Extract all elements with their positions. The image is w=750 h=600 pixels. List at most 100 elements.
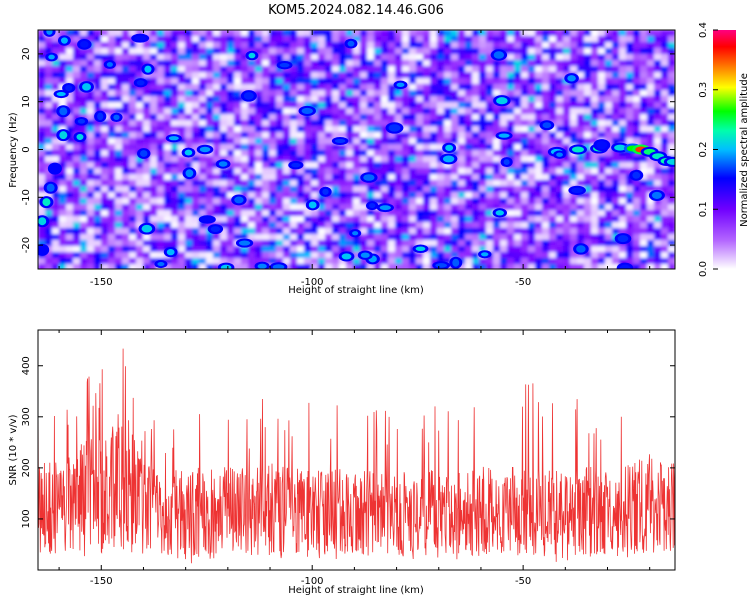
heatmap-cell <box>472 120 480 127</box>
heatmap-cell <box>304 186 312 193</box>
heatmap-cell <box>255 180 263 187</box>
heatmap-cell <box>45 150 53 157</box>
heatmap-cell <box>381 54 389 61</box>
heatmap-cell <box>290 96 298 103</box>
heatmap-cell <box>171 156 179 163</box>
heatmap-cell <box>206 96 214 103</box>
heatmap-cell <box>297 150 305 157</box>
heatmap-cell <box>332 114 340 121</box>
heatmap-cell <box>640 258 648 265</box>
heatmap-cell <box>290 180 298 187</box>
heatmap-cell <box>353 180 361 187</box>
heatmap-cell <box>94 144 102 151</box>
heatmap-cell <box>171 240 179 247</box>
heatmap-cell <box>283 120 291 127</box>
heatmap-cell <box>507 204 515 211</box>
heatmap-cell <box>206 102 214 109</box>
heatmap-cell <box>269 72 277 79</box>
heatmap-cell <box>556 60 564 67</box>
heatmap-feature <box>257 263 267 269</box>
heatmap-cell <box>227 168 235 175</box>
heatmap-cell <box>164 114 172 121</box>
heatmap-cell <box>556 198 564 205</box>
heatmap-cell <box>290 150 298 157</box>
heatmap-cell <box>283 162 291 169</box>
heatmap-cell <box>507 264 515 269</box>
heatmap-cell <box>52 108 60 115</box>
heatmap-cell <box>220 192 228 199</box>
heatmap-cell <box>213 126 221 133</box>
heatmap-cell <box>549 240 557 247</box>
heatmap-cell <box>486 156 494 163</box>
heatmap-cell <box>416 222 424 229</box>
heatmap-cell <box>213 120 221 127</box>
heatmap-cell <box>654 180 662 187</box>
heatmap-cell <box>276 102 284 109</box>
heatmap-cell <box>213 78 221 85</box>
heatmap-cell <box>458 210 466 217</box>
heatmap-cell <box>206 192 214 199</box>
heatmap-cell <box>129 162 137 169</box>
heatmap-cell <box>437 120 445 127</box>
heatmap-cell <box>493 162 501 169</box>
heatmap-cell <box>500 222 508 229</box>
heatmap-cell <box>269 150 277 157</box>
heatmap-cell <box>409 36 417 43</box>
heatmap-cell <box>374 222 382 229</box>
heatmap-cell <box>584 264 592 269</box>
heatmap-cell <box>535 258 543 265</box>
heatmap-cell <box>528 102 536 109</box>
heatmap-cell <box>122 168 130 175</box>
heatmap-cell <box>507 150 515 157</box>
heatmap-cell <box>283 168 291 175</box>
heatmap-cell <box>668 36 675 43</box>
heatmap-cell <box>283 96 291 103</box>
heatmap-cell <box>451 48 459 55</box>
heatmap-feature <box>341 253 352 260</box>
heatmap-cell <box>591 90 599 97</box>
heatmap-cell <box>430 90 438 97</box>
heatmap-cell <box>192 72 200 79</box>
heatmap-cell <box>192 30 200 37</box>
heatmap-cell <box>87 156 95 163</box>
heatmap-cell <box>563 120 571 127</box>
heatmap-cell <box>535 66 543 73</box>
heatmap-cell <box>311 48 319 55</box>
heatmap-cell <box>129 150 137 157</box>
heatmap-cell <box>479 114 487 121</box>
heatmap-cell <box>395 246 403 253</box>
heatmap-cell <box>339 132 347 139</box>
heatmap-cell <box>612 78 620 85</box>
heatmap-cell <box>486 30 494 37</box>
heatmap-cell <box>199 264 207 269</box>
heatmap-cell <box>619 126 627 133</box>
heatmap-cell <box>381 168 389 175</box>
heatmap-cell <box>367 180 375 187</box>
heatmap-cell <box>276 234 284 241</box>
heatmap-cell <box>549 48 557 55</box>
heatmap-cell <box>458 186 466 193</box>
heatmap-cell <box>416 114 424 121</box>
heatmap-cell <box>465 240 473 247</box>
heatmap-cell <box>521 180 529 187</box>
heatmap-cell <box>619 150 627 157</box>
heatmap-cell <box>360 258 368 265</box>
heatmap-cell <box>409 120 417 127</box>
heatmap-cell <box>528 192 536 199</box>
heatmap-cell <box>199 246 207 253</box>
heatmap-cell <box>640 102 648 109</box>
heatmap-cell <box>640 264 648 269</box>
heatmap-cell <box>437 66 445 73</box>
heatmap-cell <box>248 162 256 169</box>
heatmap-cell <box>318 54 326 61</box>
heatmap-cell <box>409 222 417 229</box>
heatmap-cell <box>360 42 368 49</box>
heatmap-cell <box>192 222 200 229</box>
heatmap-cell <box>535 246 543 253</box>
heatmap-cell <box>150 222 158 229</box>
heatmap-cell <box>332 216 340 223</box>
heatmap-cell <box>472 90 480 97</box>
heatmap-cell <box>115 30 123 37</box>
heatmap-cell <box>598 168 606 175</box>
heatmap-cell <box>150 36 158 43</box>
